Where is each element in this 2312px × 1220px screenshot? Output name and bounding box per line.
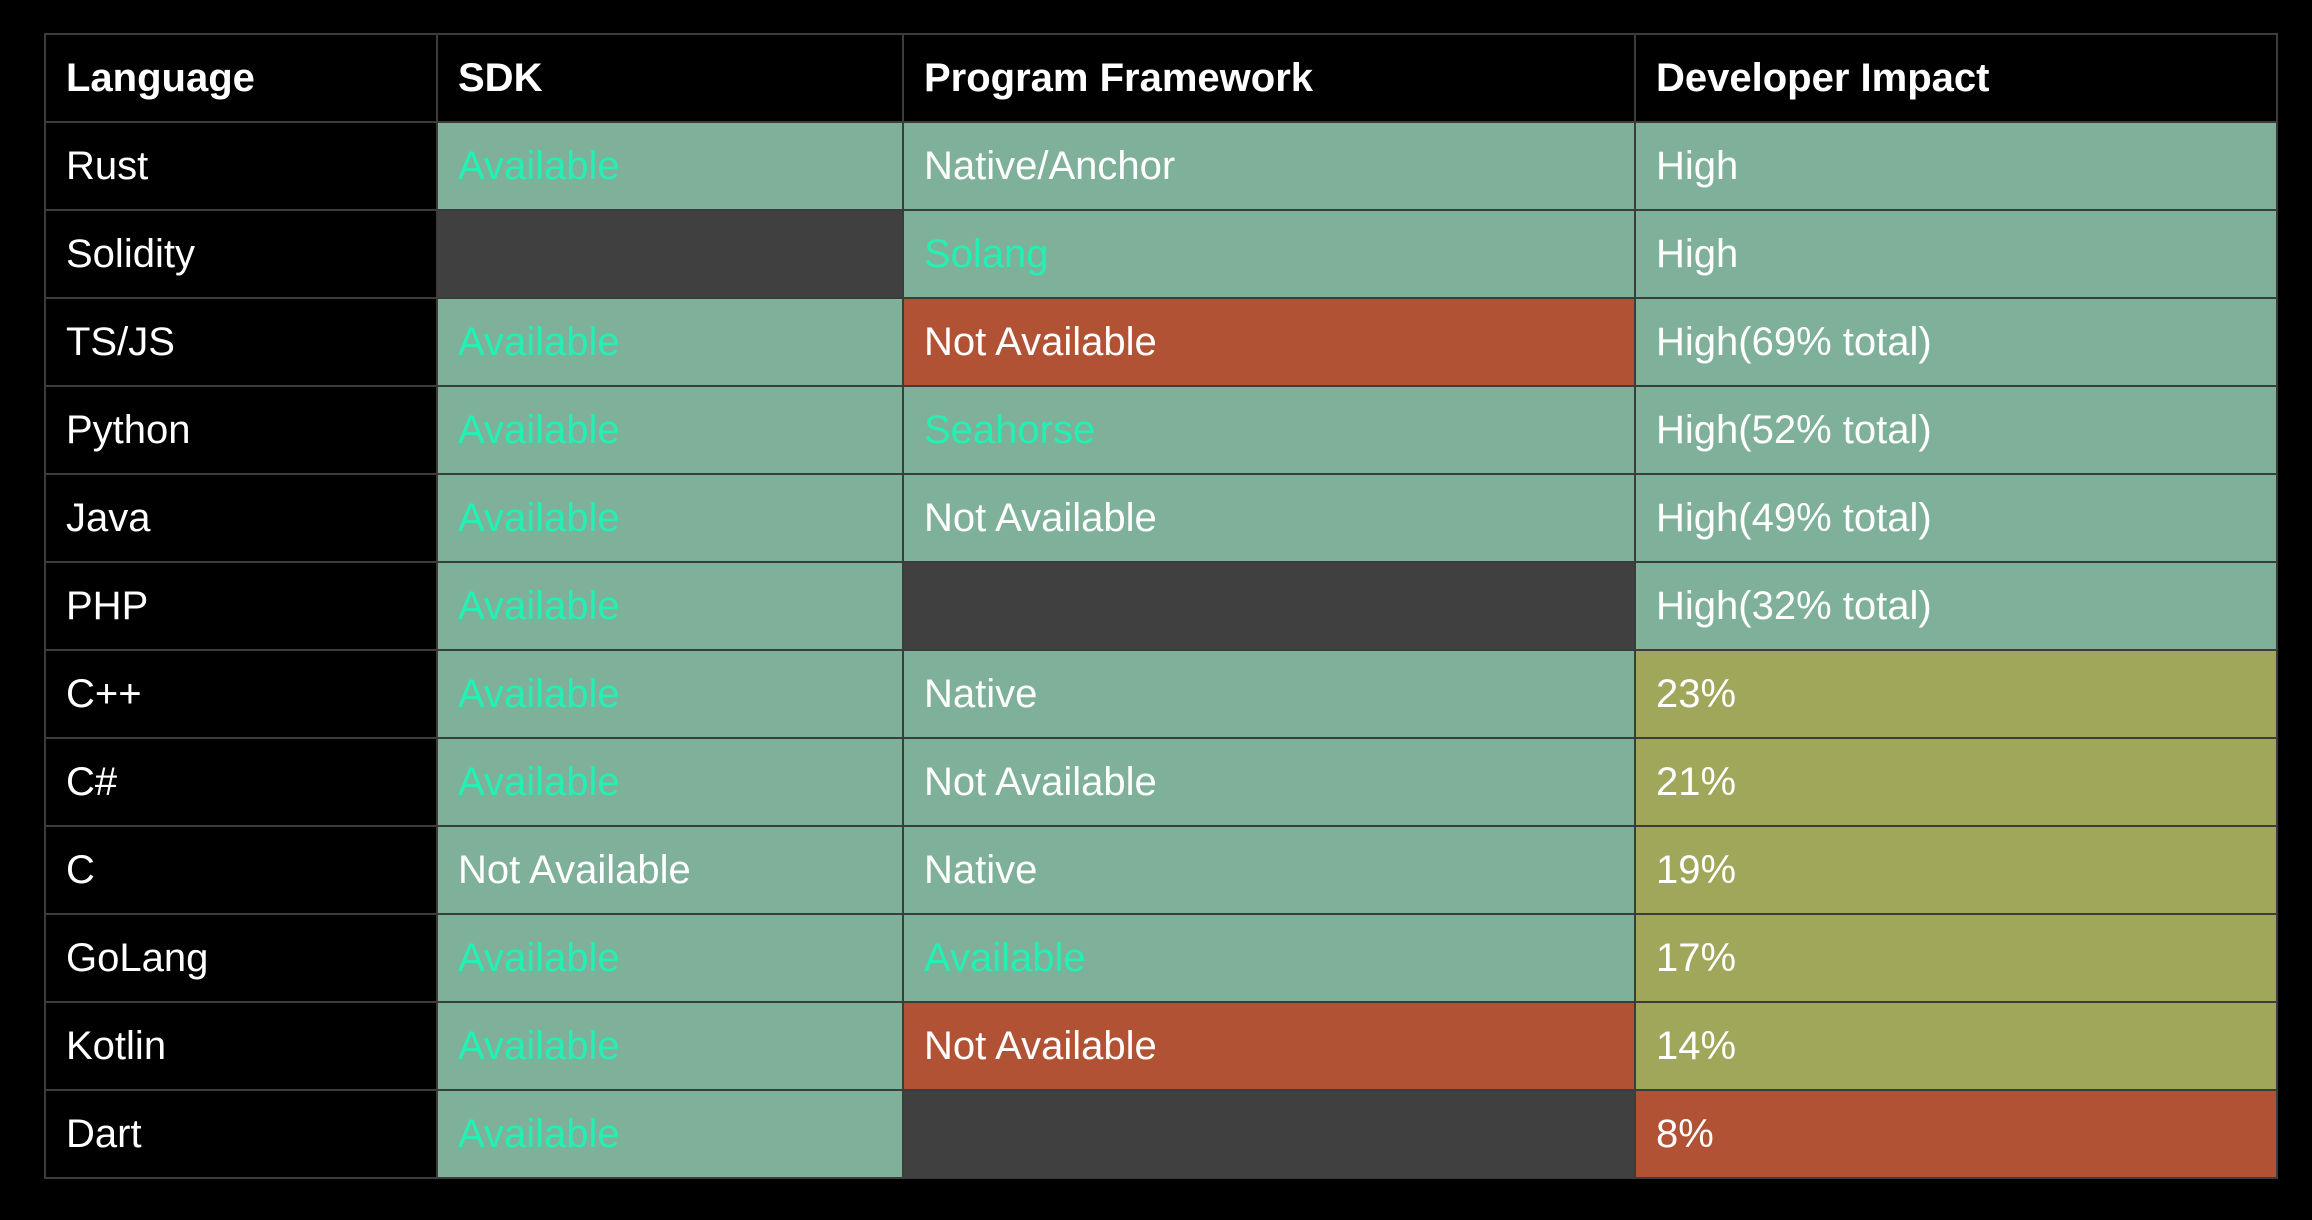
comparison-table-container: Language SDK Program Framework Developer… <box>44 33 2278 1185</box>
table-row: C++ Available Native 23% <box>44 649 2278 739</box>
cell-sdk: Available <box>436 1089 904 1179</box>
table-row: TS/JS Available Not Available High(69% tota… <box>44 297 2278 387</box>
cell-language: GoLang <box>44 913 438 1003</box>
cell-program-framework: Not Available <box>902 473 1636 563</box>
header-sdk: SDK <box>436 33 904 123</box>
header-program-framework: Program Framework <box>902 33 1636 123</box>
cell-program-framework: Native/Anchor <box>902 121 1636 211</box>
cell-developer-impact: High(69% total) <box>1634 297 2278 387</box>
table-row: Python Available Seahorse High(52% total) <box>44 385 2278 475</box>
cell-language: Solidity <box>44 209 438 299</box>
header-developer-impact: Developer Impact <box>1634 33 2278 123</box>
table-row: Java Available Not Available High(49% total… <box>44 473 2278 563</box>
cell-developer-impact: 14% <box>1634 1001 2278 1091</box>
cell-developer-impact: 23% <box>1634 649 2278 739</box>
cell-program-framework: Native <box>902 649 1636 739</box>
table-row: PHP Available High(32% total) <box>44 561 2278 651</box>
table-row: Solidity Solang High <box>44 209 2278 299</box>
table-row: GoLang Available Available 17% <box>44 913 2278 1003</box>
cell-developer-impact: 19% <box>1634 825 2278 915</box>
cell-program-framework <box>902 1089 1636 1179</box>
cell-language: Rust <box>44 121 438 211</box>
cell-program-framework: Native <box>902 825 1636 915</box>
cell-sdk: Available <box>436 473 904 563</box>
cell-developer-impact: 8% <box>1634 1089 2278 1179</box>
cell-sdk: Available <box>436 737 904 827</box>
table-row: Kotlin Available Not Available 14% <box>44 1001 2278 1091</box>
header-language: Language <box>44 33 438 123</box>
cell-developer-impact: High(52% total) <box>1634 385 2278 475</box>
cell-language: Dart <box>44 1089 438 1179</box>
cell-program-framework: Not Available <box>902 1001 1636 1091</box>
cell-program-framework: Solang <box>902 209 1636 299</box>
cell-program-framework: Seahorse <box>902 385 1636 475</box>
cell-developer-impact: High <box>1634 121 2278 211</box>
cell-language: TS/JS <box>44 297 438 387</box>
table-body: Rust Available Native/Anchor High Solidity So… <box>44 121 2278 1179</box>
cell-developer-impact: 21% <box>1634 737 2278 827</box>
cell-sdk: Available <box>436 297 904 387</box>
cell-sdk <box>436 209 904 299</box>
table-header: Language SDK Program Framework Developer… <box>44 33 2278 123</box>
language-support-table: Language SDK Program Framework Developer… <box>44 33 2278 1179</box>
table-row: C Not Available Native 19% <box>44 825 2278 915</box>
header-row: Language SDK Program Framework Developer… <box>44 33 2278 123</box>
cell-language: C <box>44 825 438 915</box>
table-row: C# Available Not Available 21% <box>44 737 2278 827</box>
cell-language: Kotlin <box>44 1001 438 1091</box>
cell-language: Java <box>44 473 438 563</box>
cell-language: Python <box>44 385 438 475</box>
cell-sdk: Available <box>436 121 904 211</box>
table-row: Rust Available Native/Anchor High <box>44 121 2278 211</box>
cell-developer-impact: High(49% total) <box>1634 473 2278 563</box>
cell-sdk: Not Available <box>436 825 904 915</box>
cell-sdk: Available <box>436 561 904 651</box>
cell-language: C++ <box>44 649 438 739</box>
cell-language: C# <box>44 737 438 827</box>
cell-language: PHP <box>44 561 438 651</box>
cell-sdk: Available <box>436 649 904 739</box>
cell-sdk: Available <box>436 385 904 475</box>
cell-program-framework <box>902 561 1636 651</box>
cell-sdk: Available <box>436 1001 904 1091</box>
cell-program-framework: Not Available <box>902 737 1636 827</box>
cell-program-framework: Not Available <box>902 297 1636 387</box>
cell-developer-impact: High(32% total) <box>1634 561 2278 651</box>
table-row: Dart Available 8% <box>44 1089 2278 1179</box>
cell-developer-impact: High <box>1634 209 2278 299</box>
cell-developer-impact: 17% <box>1634 913 2278 1003</box>
cell-sdk: Available <box>436 913 904 1003</box>
cell-program-framework: Available <box>902 913 1636 1003</box>
